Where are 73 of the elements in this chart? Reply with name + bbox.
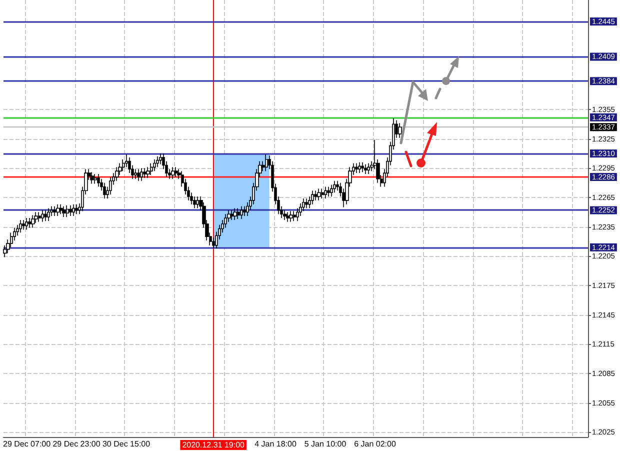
candlestick	[233, 208, 237, 220]
candlestick	[305, 198, 308, 209]
candlestick	[237, 208, 240, 220]
candlestick	[19, 220, 22, 234]
candlestick	[62, 206, 66, 218]
x-tick-label: 2020.12.31 19:00	[182, 440, 246, 450]
candlestick	[59, 204, 63, 214]
candlestick	[265, 154, 268, 172]
candlestick	[97, 174, 100, 188]
candlestick	[103, 182, 106, 199]
candlestick	[153, 158, 156, 172]
candlestick	[317, 188, 321, 201]
candlestick	[314, 190, 318, 201]
candlestick	[134, 168, 137, 180]
candlestick	[230, 210, 234, 220]
candlestick	[293, 210, 296, 222]
candlestick	[243, 206, 246, 216]
candlestick	[28, 218, 32, 228]
candlestick	[296, 208, 299, 222]
x-tick-label: 6 Jan 02:00	[354, 440, 396, 448]
candlestick	[156, 156, 159, 168]
candlestick	[53, 206, 56, 216]
candlestick	[224, 214, 227, 228]
candlestick	[44, 210, 47, 222]
candlestick	[115, 166, 119, 182]
candlestick	[311, 190, 314, 205]
candlestick	[283, 210, 287, 220]
candlestick	[150, 162, 153, 176]
x-tick-label: 5 Jan 10:00	[304, 440, 347, 448]
candlestick	[171, 166, 175, 180]
candlestick	[289, 210, 293, 222]
candlestick	[72, 204, 75, 216]
candlestick	[137, 168, 140, 182]
candlestick	[16, 224, 19, 236]
candlestick	[47, 208, 50, 222]
candlestick	[240, 206, 243, 220]
candlestick	[31, 214, 35, 228]
candlestick	[75, 204, 78, 214]
candlestick	[196, 196, 199, 209]
candlestick	[367, 162, 370, 174]
candlestick	[174, 166, 178, 178]
candlestick	[355, 162, 358, 174]
candlestick	[193, 196, 196, 209]
x-tick-label: 30 Dec 15:00	[102, 440, 151, 448]
candlestick	[140, 168, 143, 182]
candlestick	[330, 184, 333, 197]
x-tick-label: 4 Jan 18:00	[254, 440, 297, 448]
candlestick	[324, 186, 327, 199]
candlestick	[90, 172, 94, 184]
candlestick	[361, 162, 364, 172]
candlestick	[398, 122, 402, 138]
candlestick	[66, 204, 69, 218]
candlestick	[69, 204, 72, 216]
candlestick	[109, 176, 112, 195]
candlestick	[321, 188, 324, 199]
candlestick	[22, 220, 25, 230]
candlestick	[159, 153, 162, 165]
candlestick	[286, 212, 290, 222]
candlestick	[25, 218, 28, 230]
x-tick-label: 29 Dec 23:00	[52, 440, 101, 448]
candlestick	[94, 174, 97, 184]
candlestick	[333, 180, 336, 193]
x-tick-label: 29 Dec 07:00	[2, 440, 52, 448]
candlestick	[143, 168, 147, 178]
candlestick	[56, 204, 60, 216]
candlestick	[146, 166, 150, 178]
candlestick	[38, 212, 41, 222]
candlestick	[122, 158, 125, 172]
candlestick	[358, 162, 361, 174]
candlestick	[364, 164, 367, 174]
candlestick	[302, 198, 305, 212]
candlestick	[327, 186, 330, 197]
candlestick	[41, 210, 44, 222]
